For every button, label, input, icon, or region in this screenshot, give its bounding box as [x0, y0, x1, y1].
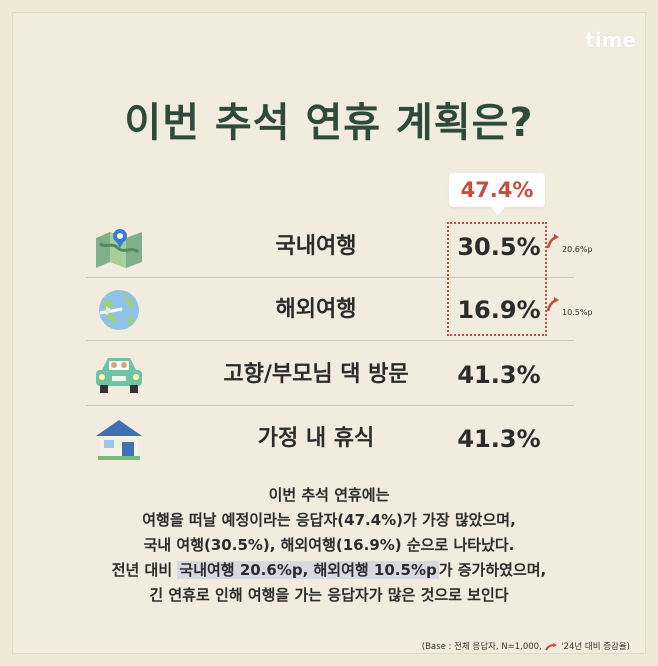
- map-icon: [96, 229, 142, 268]
- row-domestic-travel: 국내여행 30.5% 20.6%p: [86, 216, 593, 278]
- up-arrow-icon: [546, 297, 559, 312]
- footnote-compare: '24년 대비 증감율): [561, 642, 630, 652]
- travel-highlight-box: [447, 222, 547, 336]
- row-value: 16.9%: [457, 296, 541, 324]
- up-arrow-icon: [544, 642, 557, 650]
- row-label: 고향/부모님 댁 방문: [223, 362, 409, 387]
- globe-plane-icon: [99, 290, 139, 330]
- footnote: (Base : 전체 응답자, N=1,000, '24년 대비 증감율): [422, 640, 630, 652]
- delta-text: 10.5%p: [562, 308, 593, 317]
- time-logo: time: [585, 28, 636, 52]
- row-value: 41.3%: [457, 425, 541, 453]
- car-icon: [96, 358, 142, 393]
- summary-line: 전년 대비 국내여행 20.6%p, 해외여행 10.5%p 가 증가하였으며,: [40, 558, 618, 583]
- row-delta: 20.6%p: [546, 233, 616, 255]
- footnote-base: (Base : 전체 응답자, N=1,000,: [421, 642, 542, 652]
- house-icon: [96, 420, 142, 460]
- row-label: 해외여행: [275, 297, 357, 322]
- up-arrow-icon: [546, 234, 559, 249]
- row-value: 41.3%: [457, 361, 541, 389]
- page-title: 이번 추석 연휴 계획은?: [124, 100, 534, 146]
- delta-text: 20.6%p: [562, 245, 593, 254]
- row-value: 30.5%: [457, 233, 541, 261]
- row-divider: [86, 277, 574, 278]
- summary-line: 이번 추석 연휴에는: [268, 486, 390, 504]
- travel-total-badge: 47.4%: [449, 173, 545, 215]
- summary-text: 이번 추석 연휴에는 여행을 떠날 예정이라는 응답자(47.4%)가 가장 많…: [40, 483, 618, 608]
- summary-line: 긴 연휴로 인해 여행을 가는 응답자가 많은 것으로 보인다: [149, 586, 509, 604]
- summary-highlight: 국내여행 20.6%p, 해외여행 10.5%p: [177, 561, 439, 579]
- row-hometown-visit: 고향/부모님 댁 방문 41.3%: [86, 344, 574, 406]
- row-label: 가정 내 휴식: [257, 426, 375, 451]
- summary-line: 여행을 떠날 예정이라는 응답자(47.4%)가 가장 많았으며,: [142, 511, 516, 529]
- summary-line: 국내 여행(30.5%), 해외여행(16.9%) 순으로 나타났다.: [143, 536, 515, 554]
- poster-frame: [12, 12, 646, 654]
- summary-text-post: 가 증가하였으며,: [438, 561, 547, 579]
- row-overseas-travel: 해외여행 16.9% 10.5%p: [86, 279, 593, 341]
- row-divider: [86, 405, 574, 406]
- row-divider: [86, 340, 574, 341]
- row-home-rest: 가정 내 휴식 41.3%: [86, 408, 574, 470]
- row-delta: 10.5%p: [546, 296, 616, 318]
- summary-text-pre: 전년 대비: [111, 561, 178, 579]
- row-label: 국내여행: [275, 234, 357, 259]
